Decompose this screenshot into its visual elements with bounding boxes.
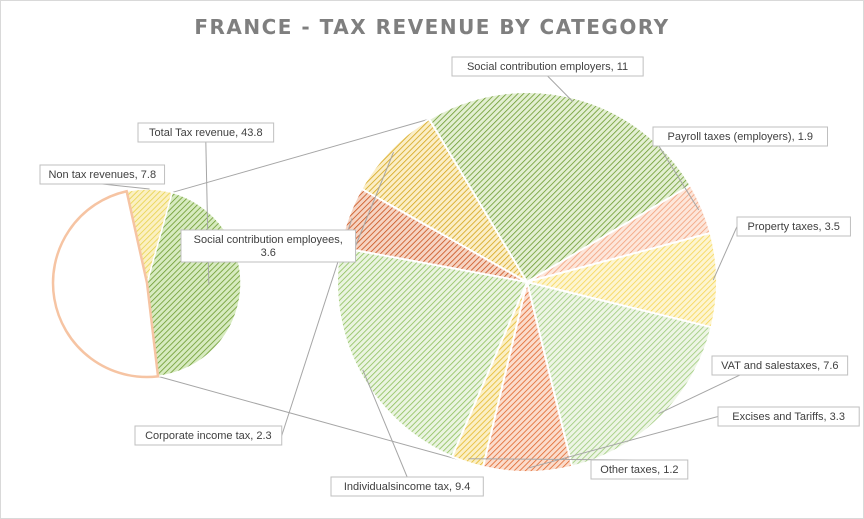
label-excises-and-tariffs-text: Excises and Tariffs, 3.3 [732, 411, 845, 423]
connector-bottom [157, 375, 463, 462]
label-payroll-taxes-employers: Payroll taxes (employers), 1.9 [652, 126, 828, 147]
connector-lines [157, 118, 463, 462]
label-individuals-income-tax: Individualsincome tax, 9.4 [330, 476, 484, 497]
detail-pie [336, 91, 718, 473]
main-pie [51, 188, 242, 379]
label-social-contribution-employees: Social contribution employees,3.6 [180, 229, 356, 263]
label-corporate-income-tax: Corporate income tax, 2.3 [134, 425, 283, 446]
leader-individuals-income-tax [362, 369, 408, 478]
label-vat-and-sales-taxes-box [711, 355, 849, 376]
label-payroll-taxes-employers-text: Payroll taxes (employers), 1.9 [668, 131, 814, 143]
label-other-taxes-box [590, 459, 689, 480]
label-payroll-taxes-employers-box [652, 126, 828, 147]
label-vat-and-sales-taxes-text: VAT and salestaxes, 7.6 [721, 360, 838, 372]
detail-slice-social-contribution-employees [360, 117, 530, 285]
label-social-contribution-employers-text: Social contribution employers, 11 [467, 61, 628, 73]
leader-social-contribution-employees [355, 151, 394, 247]
label-individuals-income-tax-text: Individualsincome tax, 9.4 [344, 481, 471, 493]
label-social-contribution-employees-text: Social contribution employees, [194, 234, 343, 246]
detail-slice-social-contribution-employers [427, 91, 692, 284]
leader-payroll-taxes-employers [652, 136, 700, 211]
leader-property-taxes [712, 226, 738, 281]
label-individuals-income-tax-box [330, 476, 484, 497]
label-total-tax-revenue-box [137, 122, 275, 143]
label-excises-and-tariffs-box [717, 406, 860, 427]
label-social-contribution-employees-text: 3.6 [261, 247, 276, 259]
label-total-tax-revenue-text: Total Tax revenue, 43.8 [149, 127, 263, 139]
label-other-taxes-text: Other taxes, 1.2 [600, 464, 678, 476]
connector-top [172, 118, 430, 193]
label-social-contribution-employers: Social contribution employers, 11 [451, 56, 644, 77]
data-labels: Non tax revenues, 7.8 Total Tax revenue, … [39, 56, 860, 497]
main-slice-remainder [51, 189, 160, 379]
label-property-taxes: Property taxes, 3.5 [736, 216, 851, 237]
label-total-tax-revenue: Total Tax revenue, 43.8 [137, 122, 275, 143]
leader-social-contribution-employers [547, 75, 574, 102]
label-excises-and-tariffs: Excises and Tariffs, 3.3 [717, 406, 860, 427]
label-vat-and-sales-taxes: VAT and salestaxes, 7.6 [711, 355, 849, 376]
label-other-taxes: Other taxes, 1.2 [590, 459, 689, 480]
label-social-contribution-employees-box [180, 229, 356, 263]
label-corporate-income-tax-text: Corporate income tax, 2.3 [145, 430, 272, 442]
label-property-taxes-text: Property taxes, 3.5 [748, 221, 840, 233]
label-social-contribution-employers-box [451, 56, 644, 77]
chart-title: FRANCE - TAX REVENUE BY CATEGORY [194, 15, 669, 39]
leader-non-tax-revenues [102, 183, 150, 190]
label-property-taxes-box [736, 216, 851, 237]
label-corporate-income-tax-box [134, 425, 283, 446]
label-non-tax-revenues-box [39, 164, 166, 185]
label-non-tax-revenues-text: Non tax revenues, 7.8 [48, 169, 156, 181]
detail-slice-property-taxes [526, 231, 718, 329]
detail-slice-individuals-income-tax [336, 246, 529, 458]
label-non-tax-revenues: Non tax revenues, 7.8 [39, 164, 166, 185]
